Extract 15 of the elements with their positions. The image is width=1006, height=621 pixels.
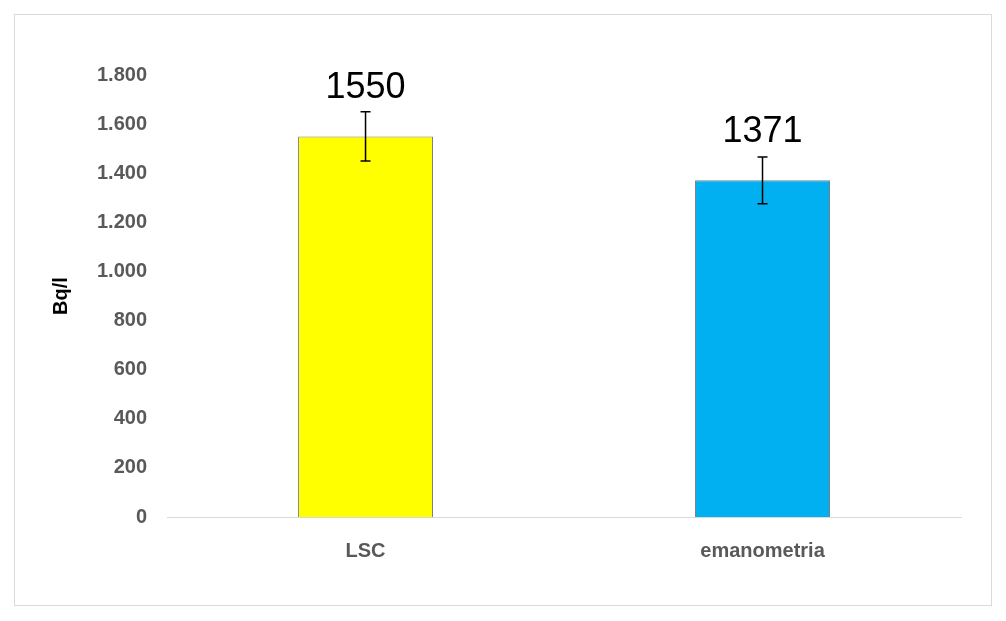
data-label: 1371 (722, 109, 803, 151)
data-label: 1550 (325, 65, 406, 107)
y-axis-title: Bq/l (48, 277, 71, 315)
y-tick-label: 1.800 (96, 62, 148, 85)
y-tick-label: 1.000 (96, 258, 148, 281)
y-tick-label: 200 (113, 455, 148, 478)
x-tick-label: LSC (345, 538, 386, 561)
y-tick-label: 1.600 (96, 111, 148, 134)
y-tick-label: 1.400 (96, 160, 148, 183)
y-tick-label: 800 (113, 308, 148, 331)
y-tick-label: 1.200 (96, 209, 148, 232)
y-tick-label: 400 (113, 406, 148, 429)
y-tick-label: 600 (113, 357, 148, 380)
x-tick-label: emanometria (700, 538, 826, 561)
y-tick-label: 0 (135, 504, 148, 527)
